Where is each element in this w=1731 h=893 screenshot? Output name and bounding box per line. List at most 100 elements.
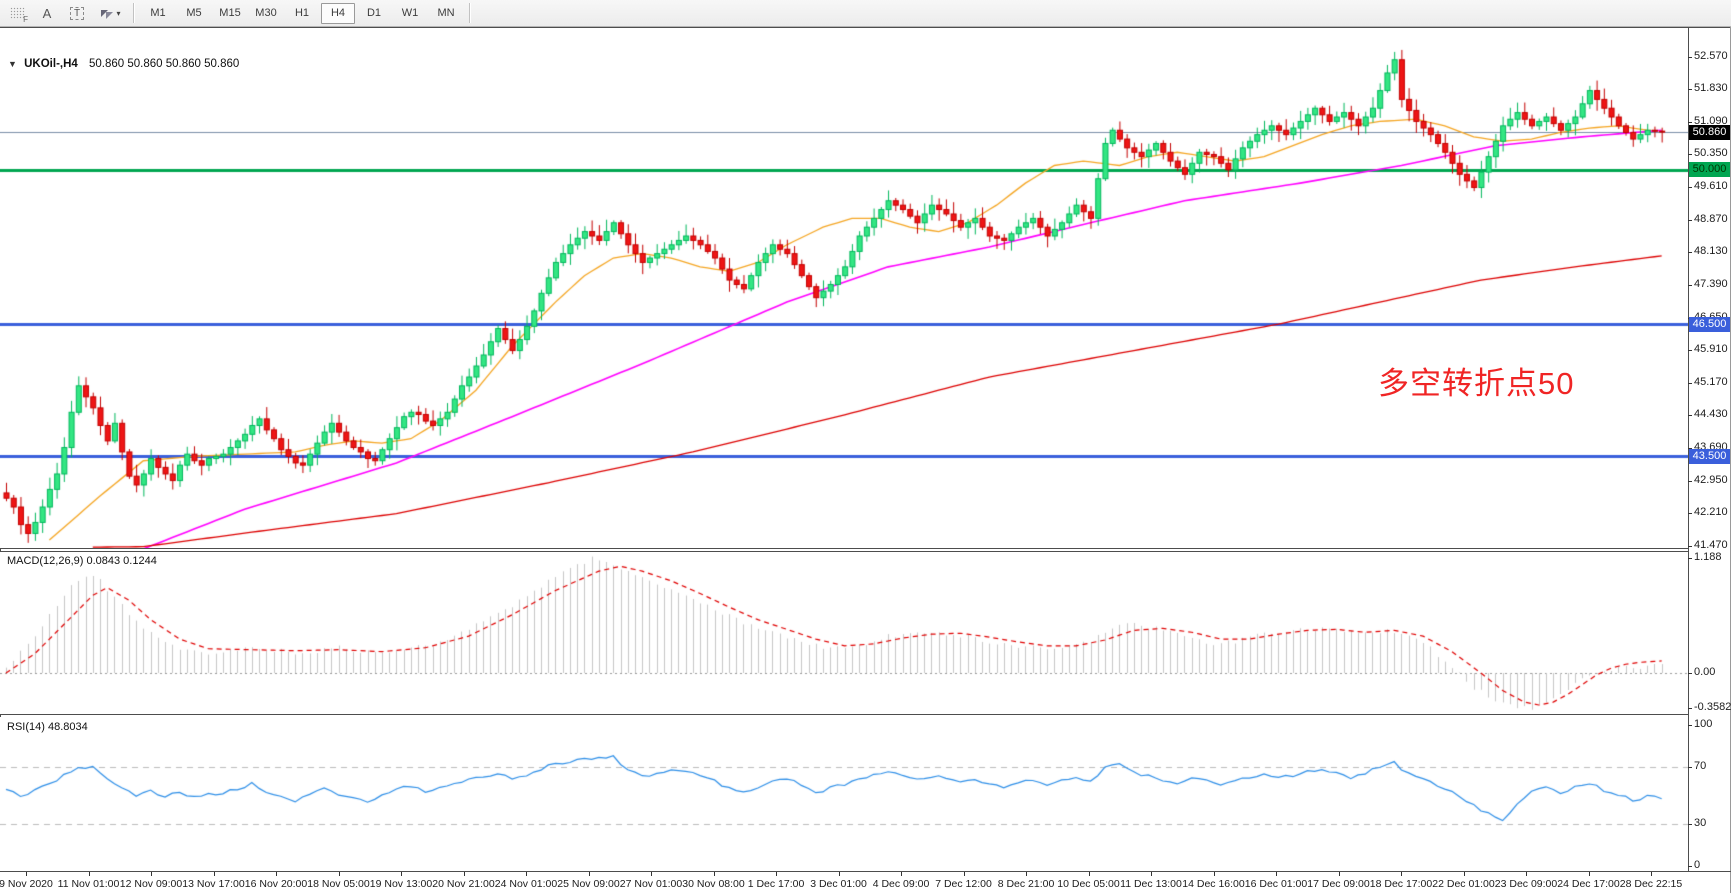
time-label-16-Nov-20-00: 16 Nov 20:00 [244, 878, 308, 890]
time-label-28-Dec-22-15: 28 Dec 22:15 [1619, 878, 1683, 890]
time-label-20-Nov-21-00: 20 Nov 21:00 [432, 878, 495, 890]
price-tick-50.350-tick [1688, 154, 1692, 156]
arrow-objects-icon[interactable]: ▾ [94, 2, 128, 24]
macd-chart-canvas[interactable] [0, 552, 1688, 714]
symbol-quotes: 50.860 50.860 50.860 50.860 [89, 58, 240, 70]
symbol-header[interactable]: ▼ UKOil-,H4 50.860 50.860 50.860 50.860 [8, 58, 239, 70]
price-tick-51.830-tick [1688, 89, 1692, 91]
time-label-23-Dec-09-00: 23 Dec 09:00 [1494, 878, 1558, 890]
time-tick [213, 872, 215, 876]
timeframe-button-M15[interactable]: M15 [219, 7, 241, 19]
time-label-3-Dec-01-00: 3 Dec 01:00 [810, 878, 867, 890]
text-label-icon[interactable]: A [42, 5, 52, 21]
time-tick [26, 872, 27, 876]
arrow-ne-glyph [101, 9, 109, 17]
price-chart-canvas[interactable] [0, 28, 1688, 548]
time-tick [1526, 872, 1527, 876]
time-tick [1213, 872, 1215, 876]
timeframe-button-group: M1 M5 M15 M30 H1 H4 D1 W1 MN [140, 2, 464, 24]
timeframe-button-M30[interactable]: M30 [255, 7, 277, 19]
macd-tick--0.3582: -0.3582 [1694, 700, 1731, 713]
time-label-10-Dec-05-00: 10 Dec 05:00 [1057, 878, 1120, 890]
price-tick-51.830: 51.830 [1694, 82, 1728, 95]
macd-rsi-separator-top [0, 714, 1688, 715]
price-tick-48.870: 48.870 [1694, 212, 1728, 225]
time-label-25-Nov-09-00: 25 Nov 09:00 [557, 878, 620, 890]
time-label-11-Dec-13-00: 11 Dec 13:00 [1120, 878, 1182, 890]
time-tick [901, 872, 902, 876]
timeframe-button-M1[interactable]: M1 [150, 7, 166, 19]
toolbar-separator-2 [469, 3, 471, 23]
price-tick-43.690-tick [1688, 447, 1692, 449]
green-level-line-badge: 50.000 [1689, 162, 1730, 178]
time-label-16-Dec-01-00: 16 Dec 01:00 [1244, 878, 1308, 890]
rsi-label: RSI(14) 48.8034 [7, 721, 88, 733]
time-tick [651, 872, 652, 876]
timeframe-button-D1[interactable]: D1 [366, 7, 382, 19]
grid-dots-glyph [9, 7, 25, 19]
price-tick-51.090-tick [1688, 121, 1692, 123]
rsi-tick-70: 70 [1694, 760, 1707, 773]
price-tick-52.570-tick [1688, 56, 1692, 58]
price-tick-41.470: 41.470 [1694, 538, 1728, 551]
time-tick [1401, 872, 1402, 876]
timeframe-button-H1[interactable]: H1 [294, 7, 310, 19]
price-tick-48.130-tick [1688, 252, 1692, 254]
rsi-tick-0-tick [1688, 866, 1692, 867]
price-axis-border [1688, 27, 1689, 872]
timeframe-button-W1[interactable]: W1 [401, 7, 419, 19]
price-tick-49.610-tick [1688, 187, 1692, 189]
time-tick [276, 872, 277, 876]
chevron-down-icon: ▾ [116, 8, 121, 18]
time-tick [776, 872, 777, 876]
price-tick-45.910: 45.910 [1694, 343, 1728, 356]
toolbar-separator [133, 3, 135, 23]
text-box-icon[interactable]: T [64, 2, 90, 24]
time-tick [1588, 872, 1590, 876]
rsi-chart-canvas[interactable] [0, 717, 1688, 871]
time-label-11-Nov-01-00: 11 Nov 01:00 [57, 878, 120, 890]
grid-f-icon[interactable]: F [4, 2, 30, 24]
time-label-1-Dec-17-00: 1 Dec 17:00 [747, 878, 805, 890]
time-label-24-Dec-17-00: 24 Dec 17:00 [1557, 878, 1620, 890]
time-label-12-Nov-09-00: 12 Nov 09:00 [119, 878, 183, 890]
time-tick [838, 872, 840, 876]
macd-tick-0.00-tick [1688, 673, 1692, 674]
time-tick [463, 872, 465, 876]
macd-tick-0.00: 0.00 [1694, 666, 1716, 678]
time-tick [1026, 872, 1027, 876]
time-label-19-Nov-13-00: 19 Nov 13:00 [369, 878, 433, 890]
price-tick-47.390-tick [1688, 284, 1692, 286]
price-tick-52.570: 52.570 [1694, 49, 1728, 62]
time-label-24-Nov-01-00: 24 Nov 01:00 [494, 878, 558, 890]
time-label-14-Dec-16-00: 14 Dec 16:00 [1182, 878, 1245, 890]
time-tick [963, 872, 965, 876]
time-label-18-Dec-17-00: 18 Dec 17:00 [1369, 878, 1433, 890]
price-tick-45.170-tick [1688, 382, 1692, 384]
chart-annotation-text[interactable]: 多空转折点50 [1378, 366, 1575, 401]
time-tick [1463, 872, 1465, 876]
time-label-7-Dec-12-00: 7 Dec 12:00 [935, 878, 992, 890]
macd-tick-1.188-tick [1688, 557, 1692, 559]
toolbar: F A T ▾ M1 M5 M15 M30 H1 H4 D1 W1 MN [0, 0, 1731, 27]
timeframe-button-H4[interactable]: H4 [321, 2, 355, 24]
main-macd-separator-bottom [0, 551, 1688, 552]
time-tick [1276, 872, 1277, 876]
current-price-line-badge: 50.860 [1689, 124, 1730, 140]
timeframe-button-M5[interactable]: M5 [186, 7, 202, 19]
price-tick-47.390: 47.390 [1694, 277, 1728, 290]
macd-tick-1.188: 1.188 [1694, 550, 1722, 563]
price-tick-44.430: 44.430 [1694, 408, 1728, 421]
time-tick [1088, 872, 1090, 876]
price-tick-50.350: 50.350 [1694, 147, 1728, 160]
blue-level-line-upper-badge: 46.500 [1689, 316, 1730, 332]
main-macd-separator-top [0, 548, 1688, 549]
collapse-arrow-icon: ▼ [8, 59, 17, 69]
macd-tick--0.3582-tick [1688, 707, 1692, 709]
chart-top-border [0, 27, 1731, 28]
price-tick-49.610: 49.610 [1694, 180, 1728, 193]
price-tick-51.090: 51.090 [1694, 114, 1728, 127]
time-label-27-Nov-01-00: 27 Nov 01:00 [619, 878, 683, 890]
timeframe-button-MN[interactable]: MN [437, 7, 455, 19]
rsi-tick-100-tick [1688, 725, 1692, 726]
